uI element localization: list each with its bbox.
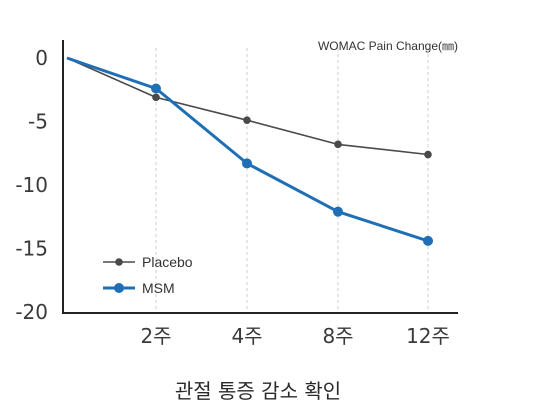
unit-label: WOMAC Pain Change(㎜) [318,39,458,53]
data-point [334,140,342,149]
x-tick-label: 2주 [140,324,171,348]
data-point [242,158,252,169]
y-ticks: 0 -5 -10 -15 -20 [15,46,48,324]
data-point [243,116,251,125]
y-tick-label: 0 [35,46,48,70]
y-tick-label: -20 [15,300,48,324]
x-ticks: 2주 4주 8주 12주 [140,324,449,348]
legend-marker-placebo [115,258,123,266]
gridlines [155,48,429,312]
y-tick-label: -15 [15,237,48,261]
y-tick-label: -10 [15,173,48,197]
legend-marker-msm [114,283,124,293]
data-point [424,150,432,159]
series-placebo [66,57,432,159]
x-tick-label: 8주 [322,324,353,348]
axes [62,40,458,314]
series [66,56,433,246]
x-tick-label: 12주 [406,324,450,348]
legend-label-placebo: Placebo [142,254,193,270]
data-point [152,93,160,102]
data-point [151,83,161,94]
legend-label-msm: MSM [142,280,175,296]
chart-caption: 관절 통증 감소 확인 [175,379,341,403]
series-msm [66,56,433,246]
data-point [423,235,433,246]
legend: Placebo MSM [103,254,193,296]
y-tick-label: -5 [28,110,48,134]
x-tick-label: 4주 [231,324,262,348]
data-point [333,206,343,217]
